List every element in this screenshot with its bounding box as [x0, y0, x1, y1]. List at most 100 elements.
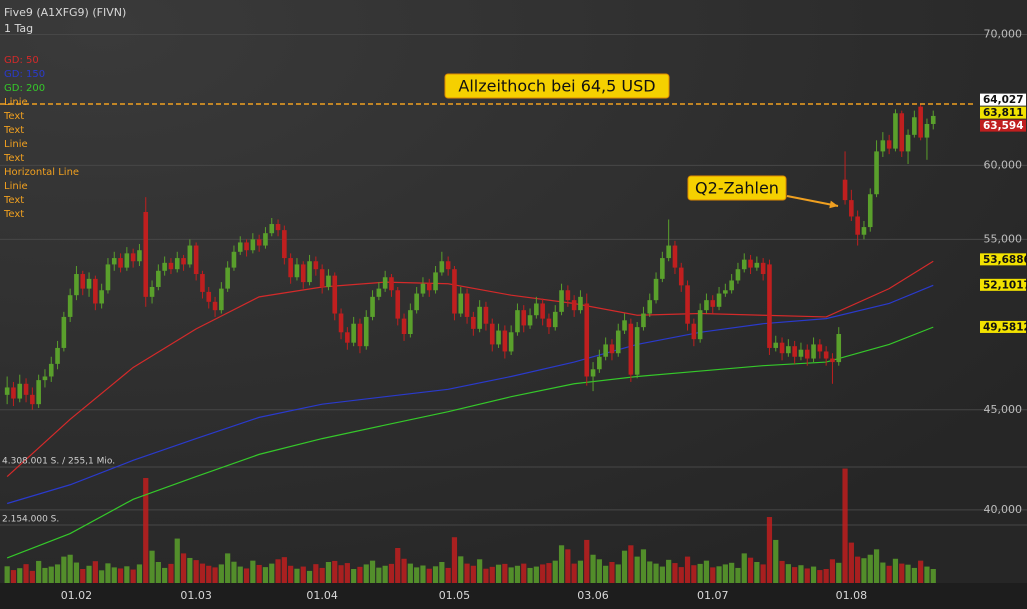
- volume-bar: [250, 560, 256, 583]
- candle-body: [874, 151, 879, 195]
- volume-bar: [388, 563, 395, 583]
- annotation-text: Allzeithoch bei 64,5 USD: [458, 77, 655, 96]
- annotation-text: Q2-Zahlen: [695, 179, 779, 198]
- volume-bar: [873, 549, 880, 583]
- volume-bar: [23, 564, 29, 583]
- candle-body: [861, 227, 867, 235]
- chart-subtitle: 1 Tag: [4, 22, 33, 35]
- volume-bar: [29, 570, 35, 583]
- candle-body: [716, 293, 722, 307]
- candle-body: [508, 332, 514, 352]
- last-value-label: 63,811: [983, 107, 1024, 119]
- volume-bar: [357, 566, 363, 583]
- volume-bar: [716, 566, 722, 583]
- tool-label: Text: [3, 195, 24, 206]
- candle-body: [729, 280, 734, 291]
- candle-body: [603, 344, 608, 357]
- moving-average-line: [6, 284, 934, 505]
- volume-bar: [92, 561, 98, 583]
- candle-body: [471, 316, 476, 329]
- volume-bar: [918, 560, 924, 583]
- candle-body: [30, 394, 35, 405]
- candle-body: [370, 296, 375, 317]
- candle-body: [11, 387, 16, 399]
- candle-body: [804, 349, 810, 359]
- volume-bar: [313, 564, 319, 583]
- tool-label: Linie: [4, 139, 28, 150]
- candle-body: [565, 290, 571, 301]
- candle-body: [678, 267, 684, 286]
- volume-bar: [842, 468, 848, 583]
- volume-bar: [168, 563, 174, 583]
- volume-bar: [174, 538, 180, 583]
- candle-body: [124, 253, 130, 268]
- volume-bar: [439, 561, 445, 583]
- candle-body: [735, 269, 741, 281]
- candle-body: [546, 318, 552, 328]
- candle-body: [275, 224, 281, 231]
- volume-bar: [930, 568, 936, 583]
- volume-bar: [766, 517, 773, 583]
- volume-bar: [508, 567, 514, 583]
- candle-body: [483, 306, 489, 324]
- y-tick-label: 45,000: [984, 403, 1023, 416]
- candle-body: [886, 140, 892, 149]
- volume-bar: [54, 564, 61, 583]
- volume-bar: [288, 565, 294, 583]
- candle-body: [540, 303, 545, 319]
- candle-body: [363, 316, 369, 347]
- volume-bar: [899, 563, 905, 583]
- candle-body: [458, 293, 464, 314]
- tool-label: Horizontal Line: [4, 167, 79, 178]
- candle-body: [231, 251, 237, 268]
- candle-body: [269, 224, 275, 234]
- volume-bar: [924, 566, 930, 583]
- x-tick-label: 01.07: [697, 589, 729, 602]
- candle-body: [849, 200, 854, 217]
- x-tick-label: 03.06: [577, 589, 609, 602]
- candle-body: [36, 380, 41, 405]
- candle-body: [118, 258, 123, 268]
- volume-bar: [155, 561, 161, 583]
- candle-body: [798, 349, 804, 357]
- volume-bar: [565, 549, 571, 583]
- volume-bar: [911, 567, 917, 583]
- candle-body: [527, 315, 533, 326]
- volume-bar: [817, 570, 823, 583]
- grid: [0, 33, 1027, 526]
- volume-bar: [571, 563, 577, 583]
- volume-bar: [609, 561, 615, 583]
- candle-body: [697, 310, 703, 340]
- volume-bar: [785, 564, 791, 583]
- volume-bar: [206, 565, 212, 583]
- volume-bar: [521, 563, 527, 583]
- volume-bar: [149, 550, 155, 583]
- candle-body: [521, 310, 527, 326]
- volume-bar: [640, 549, 647, 583]
- candle-body: [86, 278, 92, 289]
- candle-body: [426, 283, 432, 291]
- candle-body: [23, 383, 29, 395]
- volume-bar: [42, 567, 48, 583]
- volume-bar: [344, 563, 350, 583]
- volume-bar: [275, 559, 281, 583]
- volume-bar: [105, 563, 111, 583]
- overlay: Allzeithoch bei 64,5 USD Q2-Zahlen: [0, 73, 975, 209]
- volume-bar: [306, 570, 313, 583]
- volume-bar: [338, 565, 344, 583]
- volume-bar: [502, 563, 508, 583]
- x-tick-label: 01.08: [836, 589, 868, 602]
- candle-body: [256, 239, 262, 246]
- x-tick-label: 01.03: [180, 589, 212, 602]
- y-tick-label: 55,000: [984, 232, 1023, 245]
- candle-body: [376, 288, 382, 297]
- volume-bar: [697, 563, 703, 583]
- candle-body: [741, 259, 747, 270]
- candle-body: [338, 313, 344, 333]
- candle-body: [439, 261, 445, 273]
- volume-bar: [527, 567, 533, 583]
- volume-bar: [540, 564, 546, 583]
- legend-entry: GD: 50: [4, 55, 39, 66]
